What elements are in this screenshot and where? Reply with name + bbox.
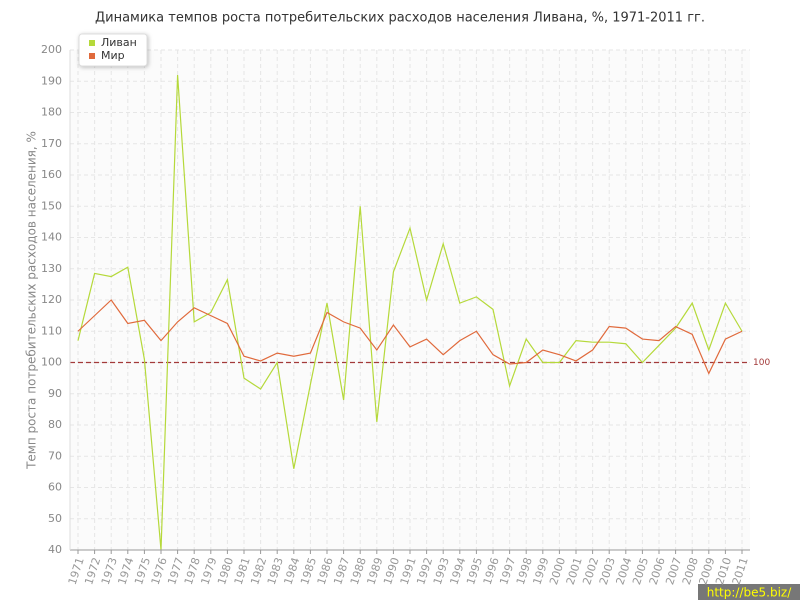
y-tick-label: 40 — [48, 543, 62, 556]
legend-box — [78, 33, 148, 67]
y-tick-label: 190 — [41, 74, 62, 87]
y-tick-label: 150 — [41, 199, 62, 212]
y-tick-label: 180 — [41, 106, 62, 119]
legend-swatch — [89, 40, 95, 46]
y-axis-label: Темп роста потребительских расходов насе… — [25, 131, 39, 470]
y-tick-label: 50 — [48, 512, 62, 525]
series-line — [77, 74, 743, 551]
y-tick-label: 110 — [41, 324, 62, 337]
y-tick-label: 130 — [41, 262, 62, 275]
y-tick-label: 160 — [41, 168, 62, 181]
reference-label: 100 — [753, 358, 770, 368]
legend-label: Ливан — [101, 36, 137, 49]
y-tick-label: 80 — [48, 418, 62, 431]
y-tick-label: 70 — [48, 449, 62, 462]
y-tick-label: 100 — [41, 356, 62, 369]
y-tick-label: 120 — [41, 293, 62, 306]
y-tick-label: 170 — [41, 137, 62, 150]
legend-label: Мир — [101, 49, 125, 62]
grid — [70, 49, 750, 551]
y-tick-label: 60 — [48, 481, 62, 494]
watermark-box — [698, 584, 800, 600]
lines — [70, 74, 750, 551]
series-line — [77, 299, 743, 375]
watermark: http://be5.biz/ — [707, 586, 792, 600]
chart-title: Динамика темпов роста потребительских ра… — [95, 11, 705, 26]
legend-swatch — [89, 53, 95, 59]
y-tick-label: 90 — [48, 387, 62, 400]
y-tick-label: 200 — [41, 43, 62, 56]
y-tick-label: 140 — [41, 231, 62, 244]
